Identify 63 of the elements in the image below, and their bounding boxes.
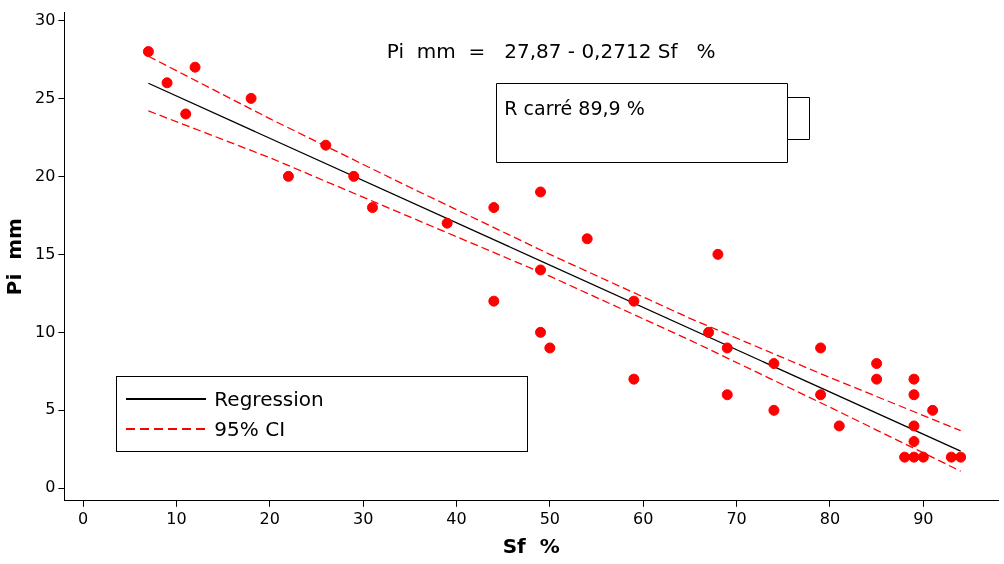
point [815,342,827,354]
point [908,451,920,463]
point [908,389,920,401]
annotation: R carré 89,9 % [504,96,645,119]
point [488,202,500,214]
point [927,404,939,416]
point [945,451,957,463]
point [908,436,920,448]
point [628,295,640,307]
point [535,264,547,276]
point [871,358,883,370]
point [721,389,733,401]
point [917,451,929,463]
y-tick-label: 5 [45,399,56,419]
x-tick-label: 60 [633,508,654,528]
y-tick-label: 30 [35,9,56,29]
x-axis-title: Sf % [502,534,560,559]
point [581,233,593,245]
x-tick-label: 20 [259,508,280,528]
point [320,139,332,151]
point [768,358,780,370]
point [535,186,547,198]
point [245,92,257,104]
y-axis-title: Pi mm [2,218,27,296]
legend-label: Regression [214,386,324,411]
point [871,373,883,385]
point [908,420,920,432]
point [348,170,360,182]
point [366,202,378,214]
point [721,342,733,354]
y-tick-label: 20 [35,165,56,185]
x-tick-label: 90 [913,508,934,528]
point [488,295,500,307]
x-tick-label: 80 [819,508,841,528]
point [180,108,192,120]
x-tick-label: 40 [446,508,467,528]
point [441,217,453,229]
y-tick-label: 25 [35,87,56,107]
y-tick-label: 15 [35,243,56,263]
x-tick-label: 0 [77,508,89,528]
y-tick-label: 10 [35,321,56,341]
point [282,170,294,182]
point [703,326,715,338]
point [142,46,154,58]
x-tick-label: 70 [726,508,747,528]
point [544,342,556,354]
point [815,389,827,401]
point [833,420,845,432]
point [899,451,911,463]
x-tick-label: 50 [539,508,561,528]
y-tick-label: 0 [45,477,56,497]
point [955,451,967,463]
point [768,404,780,416]
point [535,326,547,338]
point [712,248,724,260]
point [161,77,173,89]
point [908,373,920,385]
legend-label: 95% CI [214,416,286,441]
point [189,61,201,73]
x-tick-label: 30 [352,508,374,528]
point [628,373,640,385]
x-tick-label: 10 [166,508,187,528]
annotation: Pi mm = 27,87 - 0,2712 Sf % [386,38,716,63]
